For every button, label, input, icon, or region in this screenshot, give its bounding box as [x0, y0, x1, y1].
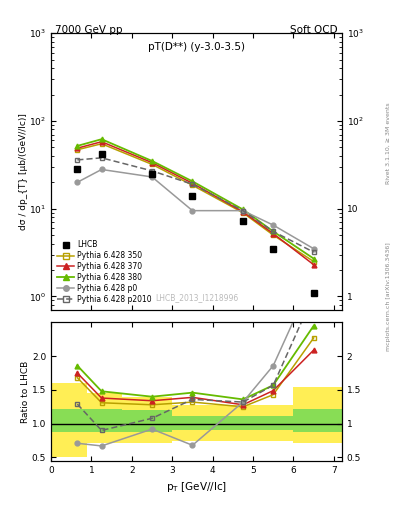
Y-axis label: dσ / dp_{T} [μb/(GeV//lc)]: dσ / dp_{T} [μb/(GeV//lc)] — [19, 113, 28, 230]
Text: mcplots.cern.ch [arXiv:1306.3436]: mcplots.cern.ch [arXiv:1306.3436] — [386, 243, 391, 351]
Legend: LHCB, Pythia 6.428 350, Pythia 6.428 370, Pythia 6.428 380, Pythia 6.428 p0, Pyt: LHCB, Pythia 6.428 350, Pythia 6.428 370… — [55, 238, 154, 306]
Text: Rivet 3.1.10, ≥ 3M events: Rivet 3.1.10, ≥ 3M events — [386, 102, 391, 184]
Text: LHCB_2013_I1218996: LHCB_2013_I1218996 — [155, 293, 238, 302]
Text: Soft QCD: Soft QCD — [290, 25, 338, 35]
Text: pT(D**) (y-3.0-3.5): pT(D**) (y-3.0-3.5) — [148, 41, 245, 52]
Y-axis label: Ratio to LHCB: Ratio to LHCB — [22, 360, 31, 423]
X-axis label: $\mathregular{p_T}$ [GeV//lc]: $\mathregular{p_T}$ [GeV//lc] — [166, 480, 227, 494]
Text: 7000 GeV pp: 7000 GeV pp — [55, 25, 123, 35]
